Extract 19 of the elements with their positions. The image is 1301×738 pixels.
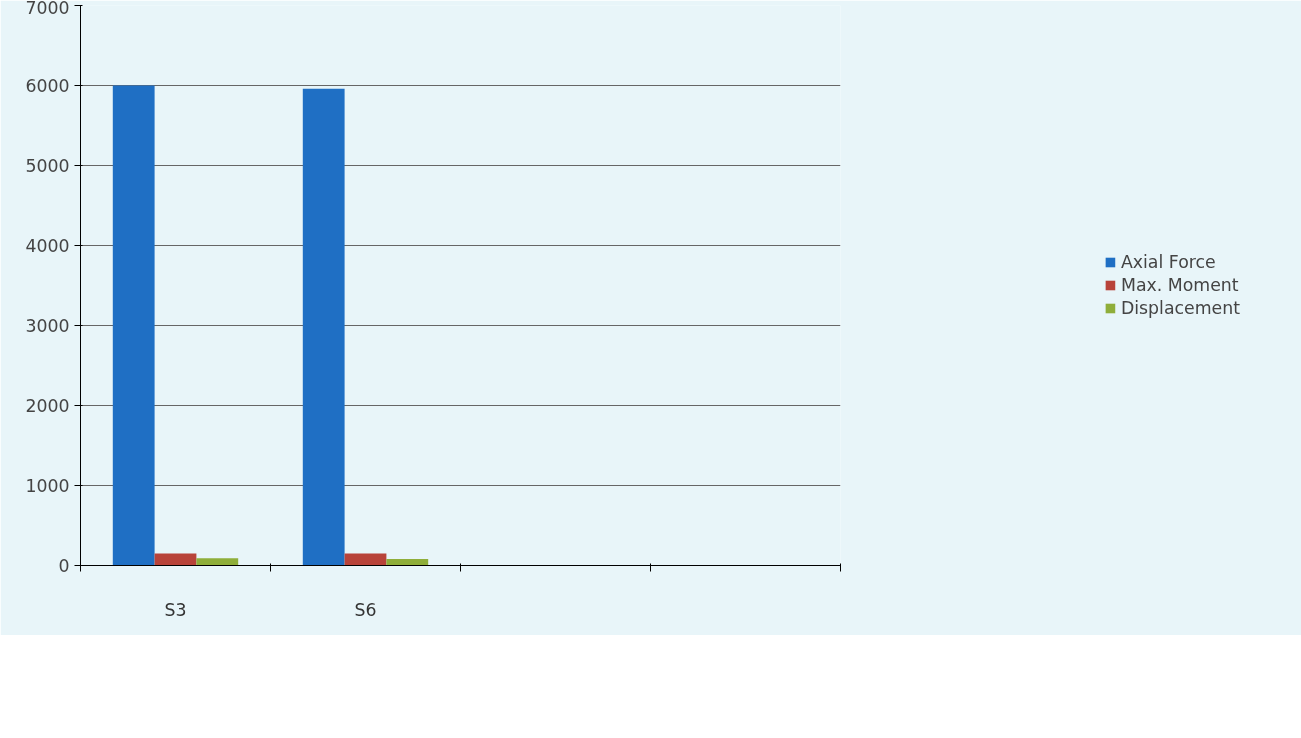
y-tick-label: 6000 [25,76,70,96]
bar [302,88,345,566]
y-tick-label: 4000 [25,236,70,256]
y-tick-label: 0 [58,556,70,576]
y-tick-label: 5000 [25,156,70,176]
legend-label: Axial Force [1120,252,1216,272]
y-tick-label: 3000 [25,316,70,336]
legend-label: Max. Moment [1120,275,1239,295]
x-tick-label: S6 [354,599,377,620]
legend-label: Displacement [1120,298,1241,318]
y-tick-label: 2000 [25,396,70,416]
bar [386,559,429,566]
bar [154,553,197,566]
bar [344,553,387,566]
x-tick-label: S3 [164,599,187,620]
bar [196,558,239,566]
y-tick-label: 1000 [25,476,70,496]
y-tick-label: 7000 [25,0,70,18]
bar [112,85,155,566]
